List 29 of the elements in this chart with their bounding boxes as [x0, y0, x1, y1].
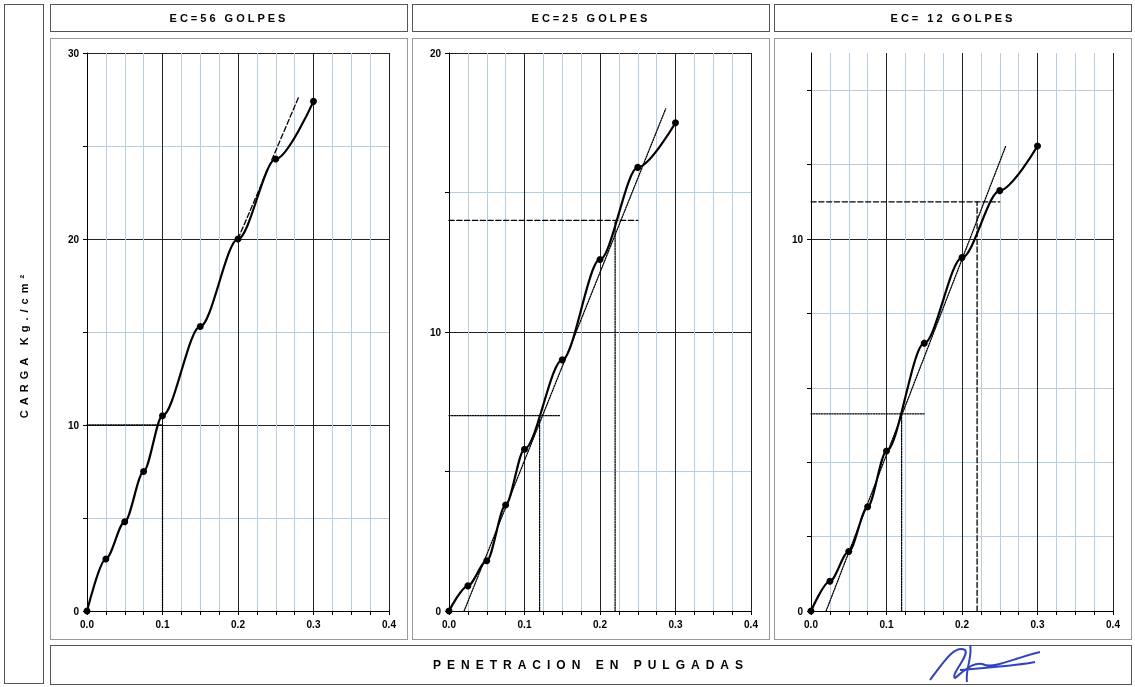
y-tick-label: 0	[73, 605, 80, 617]
x-tick-label: 0.4	[1106, 618, 1121, 630]
y-tick-label: 10	[791, 233, 804, 245]
x-tick-label: 0.4	[382, 618, 397, 630]
y-tick-label: 0	[797, 605, 804, 617]
x-tick-label: 0.1	[517, 618, 532, 630]
x-tick-label: 0.2	[593, 618, 608, 630]
y-tick-label: 10	[67, 419, 80, 431]
x-tick-label: 0.3	[1030, 618, 1045, 630]
y-tick-label: 20	[67, 233, 80, 245]
chart-title: EC=25 GOLPES	[412, 4, 770, 32]
chart-title: EC= 12 GOLPES	[774, 4, 1132, 32]
x-tick-label: 0.0	[80, 618, 95, 630]
x-tick-label: 0.2	[231, 618, 246, 630]
x-tick-label: 0.3	[668, 618, 683, 630]
x-tick-label: 0.2	[955, 618, 970, 630]
x-tick-label: 0.4	[744, 618, 759, 630]
y-tick-label: 10	[429, 326, 442, 338]
x-tick-label: 0.0	[804, 618, 819, 630]
x-tick-label: 0.0	[442, 618, 457, 630]
x-tick-label: 0.3	[306, 618, 321, 630]
chart-title: EC=56 GOLPES	[50, 4, 408, 32]
x-axis-title: PENETRACION EN PULGADAS	[50, 645, 1132, 685]
y-tick-label: 30	[67, 47, 80, 59]
y-tick-label: 0	[435, 605, 442, 617]
x-tick-label: 0.1	[879, 618, 894, 630]
y-axis-title: CARGA Kg./cm²	[18, 269, 31, 419]
x-tick-label: 0.1	[155, 618, 170, 630]
y-tick-label: 20	[429, 47, 442, 59]
